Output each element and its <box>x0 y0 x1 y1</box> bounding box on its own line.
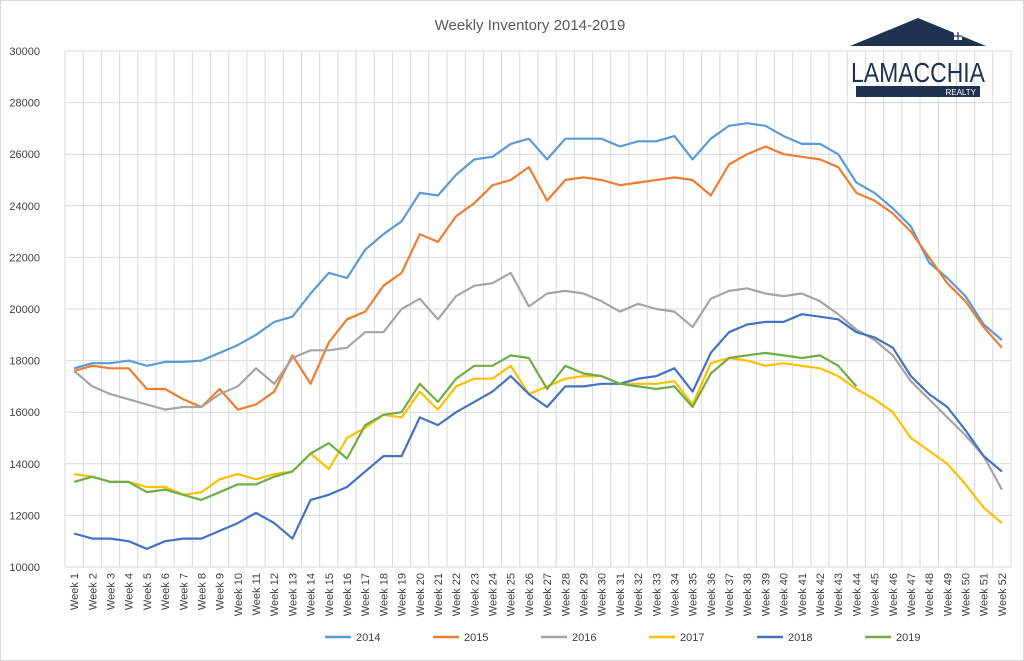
legend-label: 2015 <box>464 632 488 644</box>
legend-label: 2014 <box>356 632 380 644</box>
x-tick-label: Week 23 <box>469 573 481 616</box>
y-tick-label: 22000 <box>9 252 40 264</box>
x-tick-label: Week 17 <box>360 573 372 616</box>
y-tick-label: 16000 <box>9 407 40 419</box>
x-tick-label: Week 42 <box>815 573 827 616</box>
x-tick-label: Week 21 <box>433 573 445 616</box>
legend-label: 2019 <box>896 632 920 644</box>
x-tick-label: Week 18 <box>378 573 390 616</box>
x-tick-label: Week 30 <box>597 573 609 616</box>
x-tick-label: Week 19 <box>397 573 409 616</box>
y-tick-label: 20000 <box>9 304 40 316</box>
series-line-2014 <box>73 122 1003 370</box>
y-tick-label: 12000 <box>9 510 40 522</box>
x-tick-label: Week 41 <box>797 573 809 616</box>
x-tick-label: Week 28 <box>560 573 572 616</box>
x-tick-label: Week 2 <box>87 573 99 610</box>
x-tick-label: Week 16 <box>342 573 354 616</box>
roof-icon <box>850 18 986 46</box>
x-tick-label: Week 47 <box>906 573 918 616</box>
chart-title: Weekly Inventory 2014-2019 <box>435 17 626 34</box>
x-axis: Week 1 Week 2 Week 3 Week 4 Week 5 Week 6 Week… <box>69 573 1009 616</box>
legend: 2014 2015 2016 2017 2018 2019 <box>325 632 920 644</box>
y-tick-label: 14000 <box>9 459 40 471</box>
x-tick-label: Week 43 <box>833 573 845 616</box>
series-line-2017 <box>73 356 1003 524</box>
legend-label: 2017 <box>680 632 704 644</box>
x-tick-label: Week 9 <box>215 573 227 610</box>
y-tick-label: 30000 <box>9 46 40 58</box>
x-tick-label: Week 38 <box>742 573 754 616</box>
lamacchia-logo: LAMACCHIA REALTY <box>850 18 986 97</box>
x-tick-label: Week 13 <box>287 573 299 616</box>
y-tick-label: 18000 <box>9 356 40 368</box>
x-tick-label: Week 12 <box>269 573 281 616</box>
logo-brand: LAMACCHIA <box>851 57 985 88</box>
x-tick-label: Week 11 <box>251 573 263 615</box>
x-tick-label: Week 39 <box>760 573 772 616</box>
x-tick-label: Week 52 <box>997 573 1009 616</box>
x-tick-label: Week 26 <box>524 573 536 616</box>
x-tick-label: Week 35 <box>688 573 700 616</box>
x-tick-label: Week 48 <box>924 573 936 616</box>
x-tick-label: Week 4 <box>124 573 136 610</box>
x-tick-label: Week 37 <box>724 573 736 616</box>
x-tick-label: Week 24 <box>488 573 500 616</box>
legend-label: 2018 <box>788 632 812 644</box>
x-tick-label: Week 46 <box>888 573 900 616</box>
x-tick-label: Week 50 <box>961 573 973 616</box>
y-tick-label: 28000 <box>9 98 40 110</box>
series-line-2019 <box>73 351 858 501</box>
y-axis: 10000 12000 14000 16000 18000 20000 22000 24000… <box>9 46 40 574</box>
x-tick-label: Week 44 <box>851 573 863 616</box>
x-tick-label: Week 49 <box>942 573 954 616</box>
x-tick-label: Week 1 <box>69 573 81 610</box>
x-tick-label: Week 22 <box>451 573 463 616</box>
series-line-2018 <box>73 313 1003 550</box>
x-tick-label: Week 20 <box>415 573 427 616</box>
x-tick-label: Week 8 <box>196 573 208 610</box>
x-tick-label: Week 10 <box>233 573 245 616</box>
gridlines <box>64 50 1012 568</box>
x-tick-label: Week 33 <box>651 573 663 616</box>
x-tick-label: Week 36 <box>706 573 718 616</box>
x-tick-label: Week 27 <box>542 573 554 616</box>
legend-label: 2016 <box>572 632 596 644</box>
x-tick-label: Week 31 <box>615 573 627 616</box>
x-tick-label: Week 34 <box>669 573 681 616</box>
x-tick-label: Week 15 <box>324 573 336 616</box>
x-tick-label: Week 25 <box>506 573 518 616</box>
series-lines <box>73 122 1003 550</box>
y-tick-label: 10000 <box>9 562 40 574</box>
y-tick-label: 24000 <box>9 201 40 213</box>
x-tick-label: Week 5 <box>142 573 154 610</box>
x-tick-label: Week 40 <box>779 573 791 616</box>
series-line-2016 <box>73 271 1003 491</box>
x-tick-label: Week 29 <box>578 573 590 616</box>
x-tick-label: Week 7 <box>178 573 190 610</box>
x-tick-label: Week 51 <box>979 573 991 616</box>
y-tick-label: 26000 <box>9 149 40 161</box>
x-tick-label: Week 45 <box>870 573 882 616</box>
logo-sub: REALTY <box>945 88 976 97</box>
x-tick-label: Week 6 <box>160 573 172 610</box>
x-tick-label: Week 3 <box>105 573 117 610</box>
x-tick-label: Week 14 <box>306 573 318 616</box>
x-tick-label: Week 32 <box>633 573 645 616</box>
series-line-2015 <box>73 145 1003 411</box>
